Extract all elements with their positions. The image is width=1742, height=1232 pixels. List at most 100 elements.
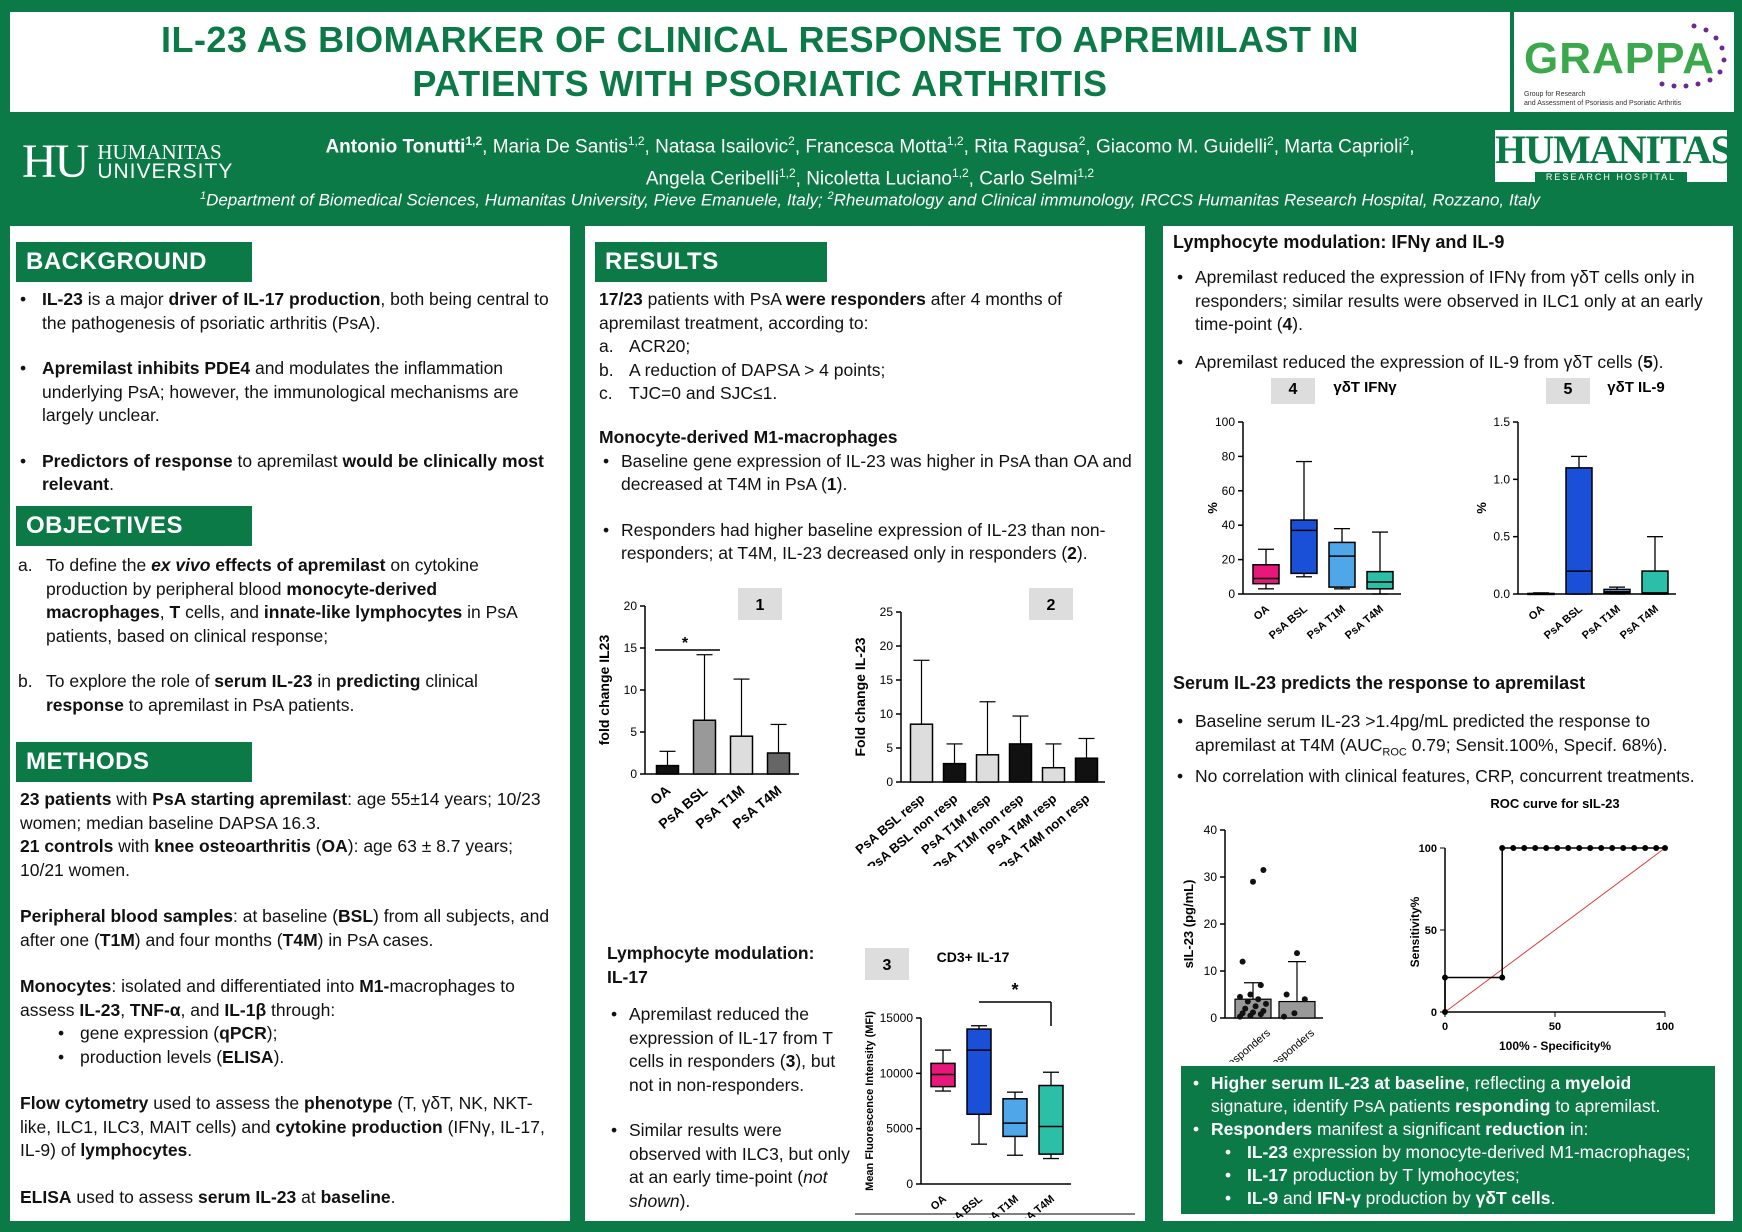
author-affil-sup: 1,2 (778, 166, 796, 181)
data-point (1283, 991, 1290, 998)
author-affil-sup: 2 (1267, 134, 1274, 148)
results-intro: 17/23 patients with PsA were responders … (599, 288, 1135, 406)
author-name: Nicoletta Luciano (806, 168, 952, 190)
author-name: Francesca Motta (805, 136, 947, 158)
methods-para: Flow cytometry used to assess the phenot… (20, 1093, 545, 1160)
roc-point (1499, 974, 1506, 981)
data-point (1255, 996, 1262, 1003)
y-tick-label: 0.5 (1493, 530, 1510, 544)
methods-para: ELISA used to assess serum IL-23 at base… (20, 1186, 396, 1207)
data-point (1239, 958, 1246, 965)
il17-section: Lymphocyte modulation:IL-17 Apremilast r… (607, 942, 857, 1232)
x-category-label: OA (647, 782, 673, 808)
y-tick-label: 10000 (880, 1066, 914, 1080)
x-category-label: PsA BSL (1267, 603, 1310, 642)
significance-star: * (1011, 980, 1018, 1000)
roc-point (1499, 845, 1506, 851)
y-tick-label: 15000 (880, 1011, 914, 1025)
m1-heading: Monocyte-derived M1-macrophages (599, 427, 898, 447)
bar (729, 735, 754, 775)
x-category-label: PsA BSL (1542, 603, 1585, 642)
x-category-label: OA (1527, 603, 1547, 623)
column-middle: RESULTS 17/23 patients with PsA were res… (585, 226, 1145, 1221)
y-tick-label: 15 (880, 673, 894, 687)
y-tick-label: 0 (906, 1177, 913, 1191)
il17-heading: Lymphocyte modulation: IL-17 (607, 943, 815, 987)
x-category-label: OA (929, 1193, 949, 1213)
figure-number-box (1271, 378, 1315, 404)
significance-star: * (682, 635, 689, 652)
roc-point (1587, 845, 1594, 851)
bar (1041, 766, 1066, 783)
bar (655, 764, 680, 775)
y-tick-label: 25 (880, 605, 894, 619)
ifn-text: Apremilast reduced the expression of IFN… (1173, 266, 1728, 396)
conclusion-subitem: IL-17 production by T lymohocytes; (1189, 1164, 1707, 1187)
y-tick-label: 5 (886, 741, 893, 755)
x-category-label: PsA T4M (1343, 603, 1386, 642)
y-tick-label: 30 (1204, 870, 1218, 884)
box (1641, 570, 1669, 595)
grappa-dots-icon (1659, 23, 1727, 89)
roc-point (1442, 974, 1448, 981)
figure-number-box (1029, 588, 1073, 620)
box (1290, 519, 1318, 575)
y-tick-label: 10 (624, 683, 638, 697)
background-item: IL-23 is a major driver of IL-17 product… (16, 288, 556, 335)
author-name: Natasa Isailovic (655, 136, 789, 158)
y-axis-label: sIL-23 (pg/mL) (1181, 880, 1196, 969)
figure-number: 3 (883, 957, 892, 974)
background-item: Predictors of response to apremilast wou… (16, 450, 556, 497)
bar (975, 754, 1000, 783)
author-affil-sup: 2 (1402, 134, 1410, 148)
y-tick-label: 80 (1222, 449, 1236, 463)
y-tick-label: 10 (880, 707, 894, 721)
author-name: Antonio Tonutti (325, 136, 466, 158)
y-tick-label: 20 (1222, 553, 1236, 567)
column-left: BACKGROUND IL-23 is a major driver of IL… (10, 226, 570, 1221)
data-point (1263, 1000, 1269, 1007)
objectives-text: a. To define the ex vivo effects of aprem… (16, 554, 556, 739)
author-name: Maria De Santis (492, 136, 628, 158)
y-tick-label: 20 (624, 599, 638, 613)
il17-item: Apremilast reduced the expression of IL-… (607, 1003, 857, 1097)
chart-3-cd3-il17: 0 5000 10000 15000 Mean Fluorescence Intensi… (855, 948, 1135, 1218)
x-category-label: OA (1252, 603, 1272, 623)
roc-point (1510, 845, 1517, 851)
chart-title: γδT IL-9 (1607, 379, 1664, 396)
chart-roc-curve: ROC curve for sIL-23 0 50 100 0 50 100 100% - S… (1408, 796, 1674, 1053)
chart-title: CD3+ IL-17 (937, 949, 1010, 965)
criterion-item: a. ACR20; (599, 336, 691, 356)
y-axis-label: Fold change IL-23 (852, 637, 868, 756)
bar (1074, 757, 1099, 783)
column-right: Lymphocyte modulation: IFNγ and IL-9 Apr… (1163, 226, 1733, 1221)
box (1328, 541, 1356, 588)
author-name: Rita Ragusa (974, 136, 1079, 158)
y-axis-label: fold change IL23 (596, 635, 612, 746)
criterion-item: c. TJC=0 and SJC≤1. (599, 383, 778, 403)
figure-number-box (1546, 378, 1590, 404)
data-point (1250, 1009, 1256, 1016)
data-point (1291, 1010, 1298, 1017)
data-point (1247, 991, 1254, 998)
bar (909, 723, 934, 783)
box (1038, 1084, 1064, 1155)
methods-para: Monocytes: isolated and differentiated i… (20, 976, 515, 1020)
humanitas-university-logo: HU HUMANITAS UNIVERSITY (22, 135, 234, 188)
ifn-item: Apremilast reduced the expression of IFN… (1173, 266, 1728, 337)
data-point (1301, 996, 1308, 1003)
y-tick-label: 1.5 (1493, 415, 1510, 429)
methods-para: 23 patients with PsA starting apremilast… (20, 789, 541, 880)
title-banner: IL-23 AS BIOMARKER OF CLINICAL RESPONSE … (10, 12, 1510, 112)
data-point (1244, 998, 1251, 1005)
background-text: IL-23 is a major driver of IL-17 product… (16, 288, 556, 519)
authors: Antonio Tonutti1,2, Maria De Santis1,2, … (270, 128, 1470, 193)
author-affil-sup: 2 (788, 134, 795, 148)
conclusion-item: Higher serum IL-23 at baseline, reflecti… (1189, 1072, 1707, 1118)
x-category-label: PsA T1M (1305, 603, 1348, 642)
y-tick-label: 0 (1431, 1007, 1437, 1019)
roc-point (1576, 845, 1583, 851)
poster-title: IL-23 AS BIOMARKER OF CLINICAL RESPONSE … (160, 19, 1360, 104)
figure-number: 2 (1047, 597, 1056, 614)
